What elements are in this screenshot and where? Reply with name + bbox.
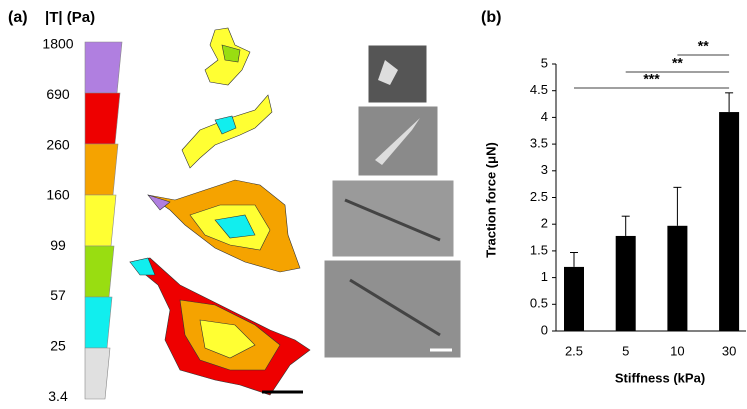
y-tick-label: 3 — [541, 162, 548, 177]
error-bar — [673, 186, 682, 226]
panel-label: (b) — [481, 9, 501, 26]
scale-tick-label: 25 — [50, 338, 66, 354]
error-bar — [570, 252, 578, 267]
bar — [719, 112, 740, 331]
error-bar — [621, 215, 630, 236]
bar — [564, 266, 584, 331]
y-tick-label: 1.5 — [530, 242, 548, 257]
scale-segment — [84, 92, 121, 145]
color-scale — [84, 41, 123, 400]
y-tick-label: 2.5 — [530, 189, 548, 204]
y-tick-label: 1 — [541, 269, 548, 284]
bar — [615, 235, 636, 331]
significance-label: *** — [643, 71, 660, 87]
y-axis-label: Traction force (μN) — [483, 142, 498, 258]
scale-tick-label: 260 — [46, 136, 70, 152]
significance-label: ** — [672, 55, 683, 71]
y-tick-label: 0.5 — [530, 296, 548, 311]
error-bar — [725, 92, 734, 113]
y-tick-label: 4 — [541, 109, 548, 124]
y-tick-label: 3.5 — [530, 136, 548, 151]
scale-tick-label: 99 — [50, 237, 66, 253]
y-tick-label: 2 — [541, 216, 548, 231]
scale-tick-label: 160 — [46, 187, 70, 203]
scale-segment — [84, 245, 115, 298]
scale-tick-label: 57 — [50, 287, 66, 303]
y-tick-label: 5 — [541, 55, 548, 70]
panel-label: (a) — [8, 9, 28, 26]
scale-segment — [84, 296, 113, 349]
scale-segment — [84, 41, 123, 94]
scale-tick-label: 1800 — [42, 36, 73, 52]
y-tick-label: 0 — [541, 322, 548, 337]
x-tick-label: 5 — [622, 343, 629, 358]
x-tick-label: 2.5 — [565, 343, 583, 358]
scale-segment — [84, 347, 111, 400]
x-tick-label: 30 — [722, 343, 736, 358]
scale-tick-label: 3.4 — [48, 388, 68, 404]
cell-maps — [129, 27, 311, 396]
bar — [667, 225, 688, 331]
scale-tick-label: 690 — [46, 86, 70, 102]
x-tick-label: 10 — [670, 343, 684, 358]
micrographs — [323, 44, 462, 359]
significance-label: ** — [698, 38, 709, 54]
scale-title: |T| (Pa) — [45, 9, 95, 26]
scale-segment — [84, 194, 117, 247]
x-axis-label: Stiffness (kPa) — [615, 370, 705, 385]
scale-segment — [84, 143, 119, 196]
y-tick-label: 4.5 — [530, 82, 548, 97]
